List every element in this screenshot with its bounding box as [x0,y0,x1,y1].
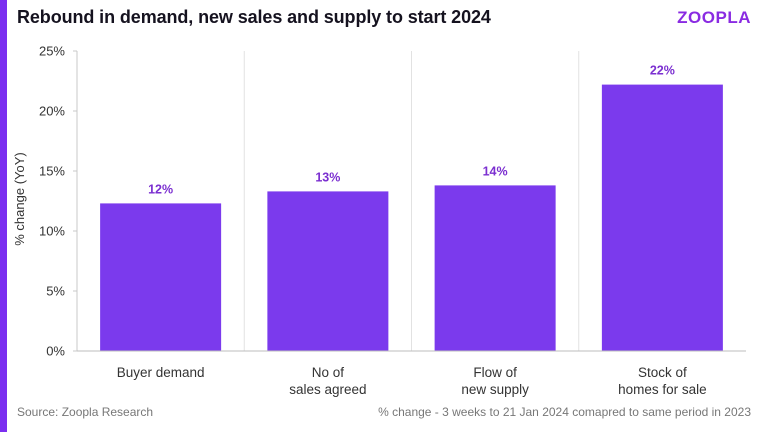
x-tick-label: new supply [461,382,529,397]
x-tick-label: homes for sale [618,382,707,397]
data-label: 12% [148,182,173,196]
y-axis-label: % change (YoY) [12,152,27,245]
y-tick-label: 0% [46,344,65,359]
x-tick-label: Flow of [473,365,517,380]
data-label: 22% [650,64,675,78]
bar [100,203,222,351]
bar-chart: 0% 5% 10% 15% 20% 25% % change (YoY) 12% Buyer d… [12,44,746,397]
zoopla-logo: ZOOPLA [677,8,751,27]
x-tick-label: No of [312,365,345,380]
period-note: % change - 3 weeks to 21 Jan 2024 comapr… [378,405,751,419]
y-tick-label: 5% [46,284,65,299]
bar [267,191,389,351]
x-tick-label: Stock of [638,365,687,380]
x-tick-label: Buyer demand [117,365,205,380]
y-tick-label: 15% [39,164,65,179]
source-note: Source: Zoopla Research [17,405,154,419]
x-tick-label: sales agreed [289,382,366,397]
data-label: 13% [315,170,340,184]
y-tick-label: 20% [39,104,65,119]
y-tick-label: 10% [39,224,65,239]
data-label: 14% [483,164,508,178]
accent-bar [0,0,7,432]
y-tick-label: 25% [39,44,65,59]
bar [601,84,723,351]
chart-title: Rebound in demand, new sales and supply … [17,7,491,27]
bar [434,185,556,351]
